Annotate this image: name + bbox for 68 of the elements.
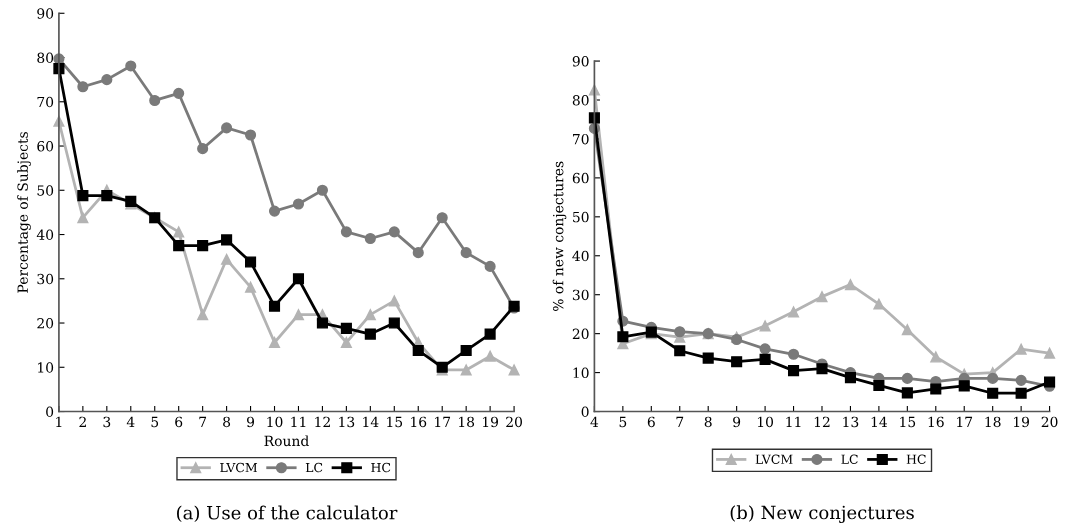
y-tick-label: 0 [46, 406, 54, 417]
x-tick-label: 7 [199, 416, 207, 427]
x-tick-label: 15 [900, 416, 916, 428]
x-tick-label: 16 [411, 416, 427, 428]
x-tick-label: 2 [79, 416, 86, 427]
x-tick-label: 11 [786, 416, 801, 427]
x-tick-label: 7 [676, 416, 684, 427]
y-tick-label: 60 [37, 140, 54, 152]
x-tick-label: 3 [103, 416, 111, 428]
x-tick-label: 12 [814, 416, 830, 427]
x-tick-label: 9 [733, 416, 741, 428]
legend-label: LC [305, 462, 323, 473]
x-tick-label: 13 [339, 416, 355, 428]
y-axis-title: % of new conjectures [552, 161, 567, 311]
y-tick-label: 50 [37, 185, 54, 196]
y-tick-label: 30 [572, 289, 589, 301]
x-tick-label: 19 [1013, 416, 1030, 428]
x-tick-label: 5 [619, 416, 627, 428]
x-tick-label: 1 [56, 416, 62, 427]
x-tick-label: 10 [267, 416, 283, 428]
x-tick-label: 17 [957, 416, 973, 427]
text: (a) Use of the calculator [177, 505, 398, 523]
legend-label: HC [906, 454, 926, 464]
x-tick-label: 18 [985, 416, 1001, 428]
legend-label: LVCM [755, 454, 793, 464]
text: (b) New conjectures [730, 505, 914, 524]
legend-label: HC [371, 462, 391, 473]
y-tick-label: 0 [581, 406, 589, 417]
x-axis-title: Round [264, 435, 309, 447]
y-tick-label: 20 [37, 317, 54, 329]
y-tick-label: 90 [37, 8, 54, 19]
x-tick-label: 9 [247, 416, 255, 428]
x-tick-label: 8 [223, 416, 231, 428]
x-tick-label: 18 [459, 416, 475, 428]
y-tick-label: 80 [572, 94, 589, 106]
x-tick-label: 10 [757, 416, 774, 428]
x-tick-label: 20 [1041, 416, 1058, 428]
legend-label: LC [841, 454, 858, 464]
y-axis-title: Percentage of Subjects [17, 132, 31, 293]
y-tick-label: 10 [573, 367, 589, 379]
y-tick-label: 20 [572, 328, 589, 340]
y-tick-label: 40 [572, 250, 589, 262]
y-tick-label: 70 [37, 96, 54, 108]
legend-label: LVCM [220, 462, 258, 473]
x-tick-label: 14 [871, 416, 888, 427]
y-tick-label: 90 [572, 56, 589, 67]
x-tick-label: 8 [704, 416, 712, 428]
x-tick-label: 17 [435, 416, 451, 427]
y-tick-label: 60 [572, 172, 589, 184]
x-tick-label: 6 [175, 416, 183, 428]
y-tick-label: 30 [37, 273, 54, 285]
x-tick-label: 12 [315, 416, 330, 427]
y-tick-label: 50 [573, 211, 589, 223]
x-tick-label: 6 [647, 416, 655, 428]
x-tick-label: 4 [590, 416, 599, 427]
x-tick-label: 15 [387, 416, 403, 428]
y-tick-label: 10 [38, 362, 54, 373]
x-tick-label: 5 [151, 416, 159, 428]
y-tick-label: 80 [37, 52, 54, 63]
y-tick-label: 70 [573, 133, 589, 145]
x-tick-label: 11 [291, 416, 306, 427]
x-tick-label: 13 [843, 416, 859, 428]
x-tick-label: 4 [126, 416, 135, 427]
x-tick-label: 20 [506, 416, 522, 428]
x-tick-label: 16 [928, 416, 944, 428]
x-tick-label: 14 [363, 416, 379, 427]
x-tick-label: 19 [482, 416, 499, 428]
y-tick-label: 40 [36, 229, 54, 240]
